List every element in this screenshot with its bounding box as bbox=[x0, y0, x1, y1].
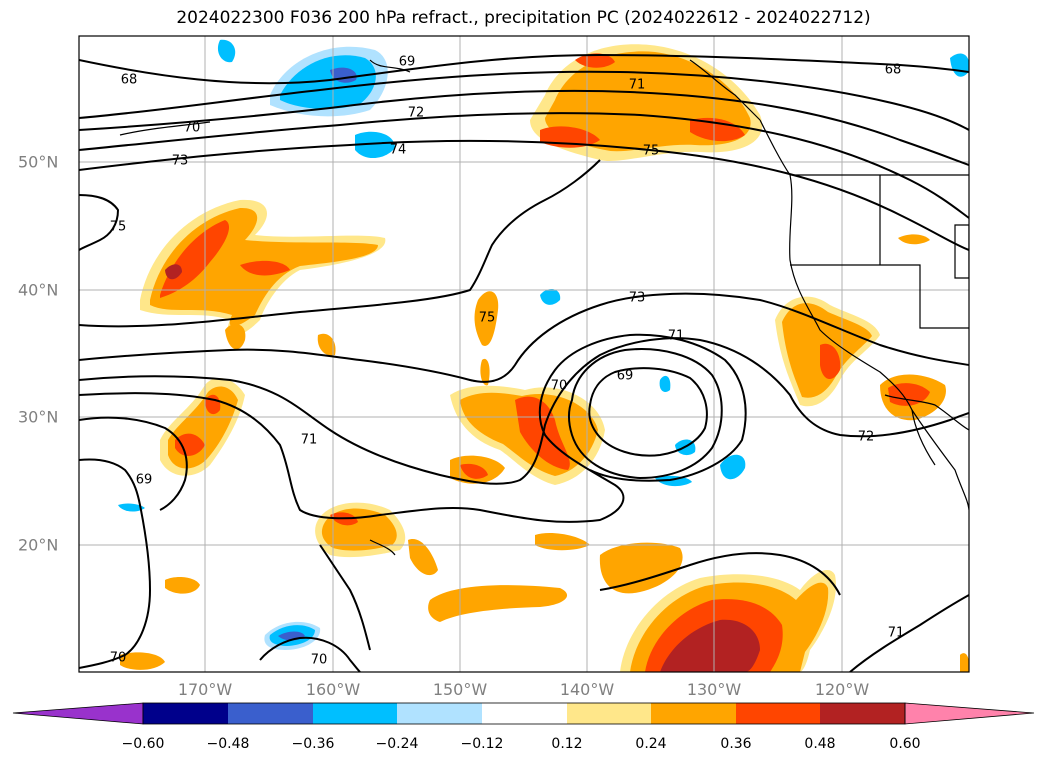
lon-tick-150w: 150°W bbox=[432, 680, 488, 699]
refractivity-contours bbox=[79, 53, 969, 672]
colorbar-tick: −0.24 bbox=[375, 736, 419, 752]
contour-label: 75 bbox=[478, 310, 496, 326]
coastlines-and-borders bbox=[119, 59, 969, 556]
contour-label: 69 bbox=[616, 368, 634, 384]
lat-tick-20n: 20°N bbox=[18, 535, 59, 555]
contour-label: 73 bbox=[171, 153, 189, 169]
contour-label: 70 bbox=[183, 120, 201, 136]
lon-tick-160w: 160°W bbox=[305, 680, 361, 699]
contour-label: 69 bbox=[398, 54, 416, 70]
map-frame bbox=[78, 35, 970, 673]
lon-tick-130w: 130°W bbox=[686, 680, 742, 699]
contour-label: 74 bbox=[389, 142, 407, 158]
contour-label: 72 bbox=[407, 105, 425, 121]
contour-label: 73 bbox=[628, 290, 646, 306]
lat-tick-50n: 50°N bbox=[18, 152, 59, 172]
contour-label: 68 bbox=[120, 72, 138, 88]
colorbar-tick: 0.24 bbox=[635, 736, 667, 752]
colorbar bbox=[12, 702, 1035, 725]
contour-label: 70 bbox=[310, 652, 328, 668]
contour-label: 70 bbox=[109, 650, 127, 666]
lat-tick-40n: 40°N bbox=[18, 280, 59, 300]
colorbar-tick: −0.60 bbox=[121, 736, 165, 752]
colorbar-tick: 0.48 bbox=[804, 736, 836, 752]
contour-label: 68 bbox=[884, 62, 902, 78]
lon-tick-140w: 140°W bbox=[559, 680, 615, 699]
contour-label: 75 bbox=[109, 219, 127, 235]
colorbar-tick: 0.12 bbox=[551, 736, 583, 752]
contour-label: 70 bbox=[550, 378, 568, 394]
contour-label: 71 bbox=[300, 432, 318, 448]
gridlines bbox=[79, 36, 969, 672]
map-title: 2024022300 F036 200 hPa refract., precip… bbox=[176, 8, 871, 28]
colorbar-tick: 0.36 bbox=[720, 736, 752, 752]
colorbar-tick: −0.12 bbox=[460, 736, 504, 752]
contour-label: 71 bbox=[628, 77, 646, 93]
lon-tick-170w: 170°W bbox=[177, 680, 233, 699]
contour-label: 72 bbox=[857, 429, 875, 445]
colorbar-tick: 0.60 bbox=[889, 736, 921, 752]
contour-label: 75 bbox=[642, 143, 660, 159]
colorbar-tick: −0.48 bbox=[206, 736, 250, 752]
contour-label: 71 bbox=[887, 625, 905, 641]
contour-label: 71 bbox=[667, 328, 685, 344]
lat-tick-30n: 30°N bbox=[18, 407, 59, 427]
colorbar-tick: −0.36 bbox=[291, 736, 335, 752]
contour-label: 69 bbox=[135, 472, 153, 488]
lon-tick-120w: 120°W bbox=[814, 680, 870, 699]
